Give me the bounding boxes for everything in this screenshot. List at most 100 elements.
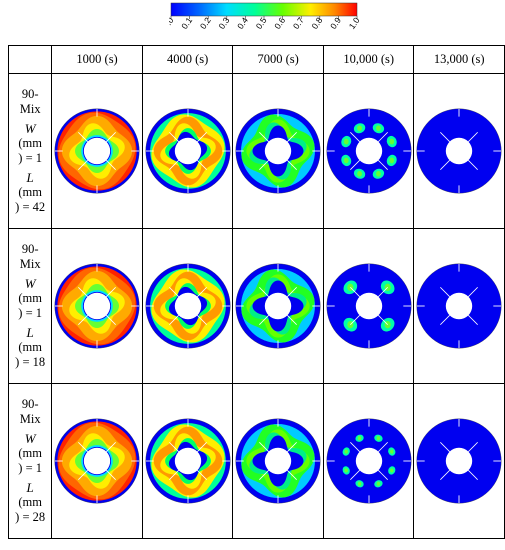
disk-rim	[54, 263, 140, 349]
contour-cell	[413, 383, 505, 539]
row-label: 90- Mix W (mm ) = 1 L (mm ) = 18	[7, 228, 53, 384]
w-unit-line: (mm	[18, 136, 42, 150]
colorbar-tick-label: 0.9	[328, 15, 343, 31]
colorbar-tick-label: 0.4	[235, 15, 250, 31]
contour-disk	[145, 263, 231, 349]
warm-island-core	[375, 125, 381, 132]
l-unit-line: ) = 18	[15, 355, 46, 369]
contour-cell	[413, 73, 505, 229]
w-variable: W	[24, 121, 36, 136]
inner-slit	[168, 160, 179, 170]
inner-slit	[168, 470, 179, 480]
l-unit-line: ) = 42	[15, 200, 46, 214]
inner-slit	[106, 160, 117, 170]
contour-disk	[326, 108, 412, 194]
colorbar-tick-label: 0.2	[198, 15, 213, 31]
inner-slit	[78, 132, 89, 142]
contour-cell	[322, 73, 415, 229]
warm-island-core	[389, 468, 394, 473]
contour-cell	[51, 383, 143, 539]
inner-slit	[259, 442, 270, 452]
warm-island-core	[389, 157, 394, 164]
warm-island-core	[357, 436, 361, 441]
inner-slit	[349, 442, 360, 452]
inner-slit	[196, 287, 207, 297]
contour-cell	[322, 383, 415, 539]
disk-rim	[326, 263, 412, 349]
warm-island-core	[356, 125, 362, 132]
contour-cell	[51, 73, 143, 229]
contour-cell	[141, 228, 234, 384]
center-hole	[264, 292, 292, 320]
center-hole	[83, 292, 111, 320]
inner-slit	[259, 287, 270, 297]
row-label-line: Mix	[19, 257, 41, 271]
row-label-line: Mix	[19, 412, 41, 426]
disk-rim	[54, 108, 140, 194]
inner-slit	[106, 287, 117, 297]
inner-slit	[468, 160, 479, 170]
contour-disk	[326, 418, 412, 504]
center-hole	[174, 137, 201, 165]
warm-island-core	[343, 157, 349, 164]
inner-slit	[196, 442, 207, 452]
column-header: 13,000 (s)	[413, 45, 505, 74]
disk-rim	[416, 263, 502, 349]
colorbar-gradient	[170, 2, 358, 17]
l-variable: L	[26, 480, 34, 495]
center-hole	[355, 137, 382, 165]
center-hole	[83, 137, 111, 165]
inner-slit	[349, 470, 360, 480]
inner-slit	[168, 315, 179, 325]
colorbar-tick-label: 0.0	[169, 15, 176, 31]
row-label-line: Mix	[19, 102, 41, 116]
disk-rim	[145, 108, 231, 194]
inner-slit	[106, 315, 117, 325]
contour-cell	[232, 228, 324, 384]
disk-rim	[235, 108, 321, 194]
table-row: 90- Mix W (mm ) = 1 L (mm ) = 18	[7, 228, 505, 384]
w-variable: W	[24, 276, 36, 291]
warm-island-core	[375, 170, 381, 177]
disk-rim	[145, 263, 231, 349]
colorbar-tick-label: 0.7	[291, 15, 306, 31]
contour-cell	[51, 228, 143, 384]
inner-slit	[259, 315, 270, 325]
colorbar-tick-label: 0.3	[216, 15, 231, 31]
w-unit-line: ) = 1	[18, 151, 43, 165]
warm-island-core	[389, 449, 394, 454]
inner-slit	[259, 132, 270, 142]
colorbar: 0.0 0.1 0.2 0.3 0.4 0.5 0.6 0.7 0.8 0.9 1.0	[169, 2, 359, 31]
table-row: 90- Mix W (mm ) = 1 L (mm ) = 42	[7, 73, 505, 229]
inner-slit	[349, 160, 360, 170]
inner-slit	[468, 315, 479, 325]
contour-disk	[54, 108, 140, 194]
corner-cell	[7, 45, 53, 74]
colorbar-tick-label: 0.5	[254, 15, 269, 31]
center-hole	[264, 137, 292, 165]
center-hole	[174, 447, 201, 475]
warm-island-core	[357, 481, 361, 486]
inner-slit	[196, 160, 207, 170]
inner-slit	[377, 132, 388, 142]
w-unit-line: (mm	[18, 291, 42, 305]
inner-slit	[287, 287, 298, 297]
inner-slit	[106, 470, 117, 480]
inner-slit	[196, 132, 207, 142]
contour-disk	[235, 108, 321, 194]
colorbar-tick-label: 0.8	[309, 15, 324, 31]
contour-cell	[232, 73, 324, 229]
inner-slit	[106, 132, 117, 142]
colorbar-tick-label: 0.6	[272, 15, 287, 31]
contour-disk	[54, 418, 140, 504]
warm-island-core	[344, 449, 348, 454]
row-label-line: 90-	[21, 242, 39, 256]
l-unit-line: ) = 28	[15, 510, 46, 524]
l-variable: L	[26, 325, 34, 340]
inner-slit	[349, 315, 360, 325]
inner-slit	[377, 287, 388, 297]
contour-cell	[322, 228, 415, 384]
inner-slit	[468, 132, 479, 142]
disk-rim	[326, 418, 412, 504]
inner-slit	[377, 315, 388, 325]
